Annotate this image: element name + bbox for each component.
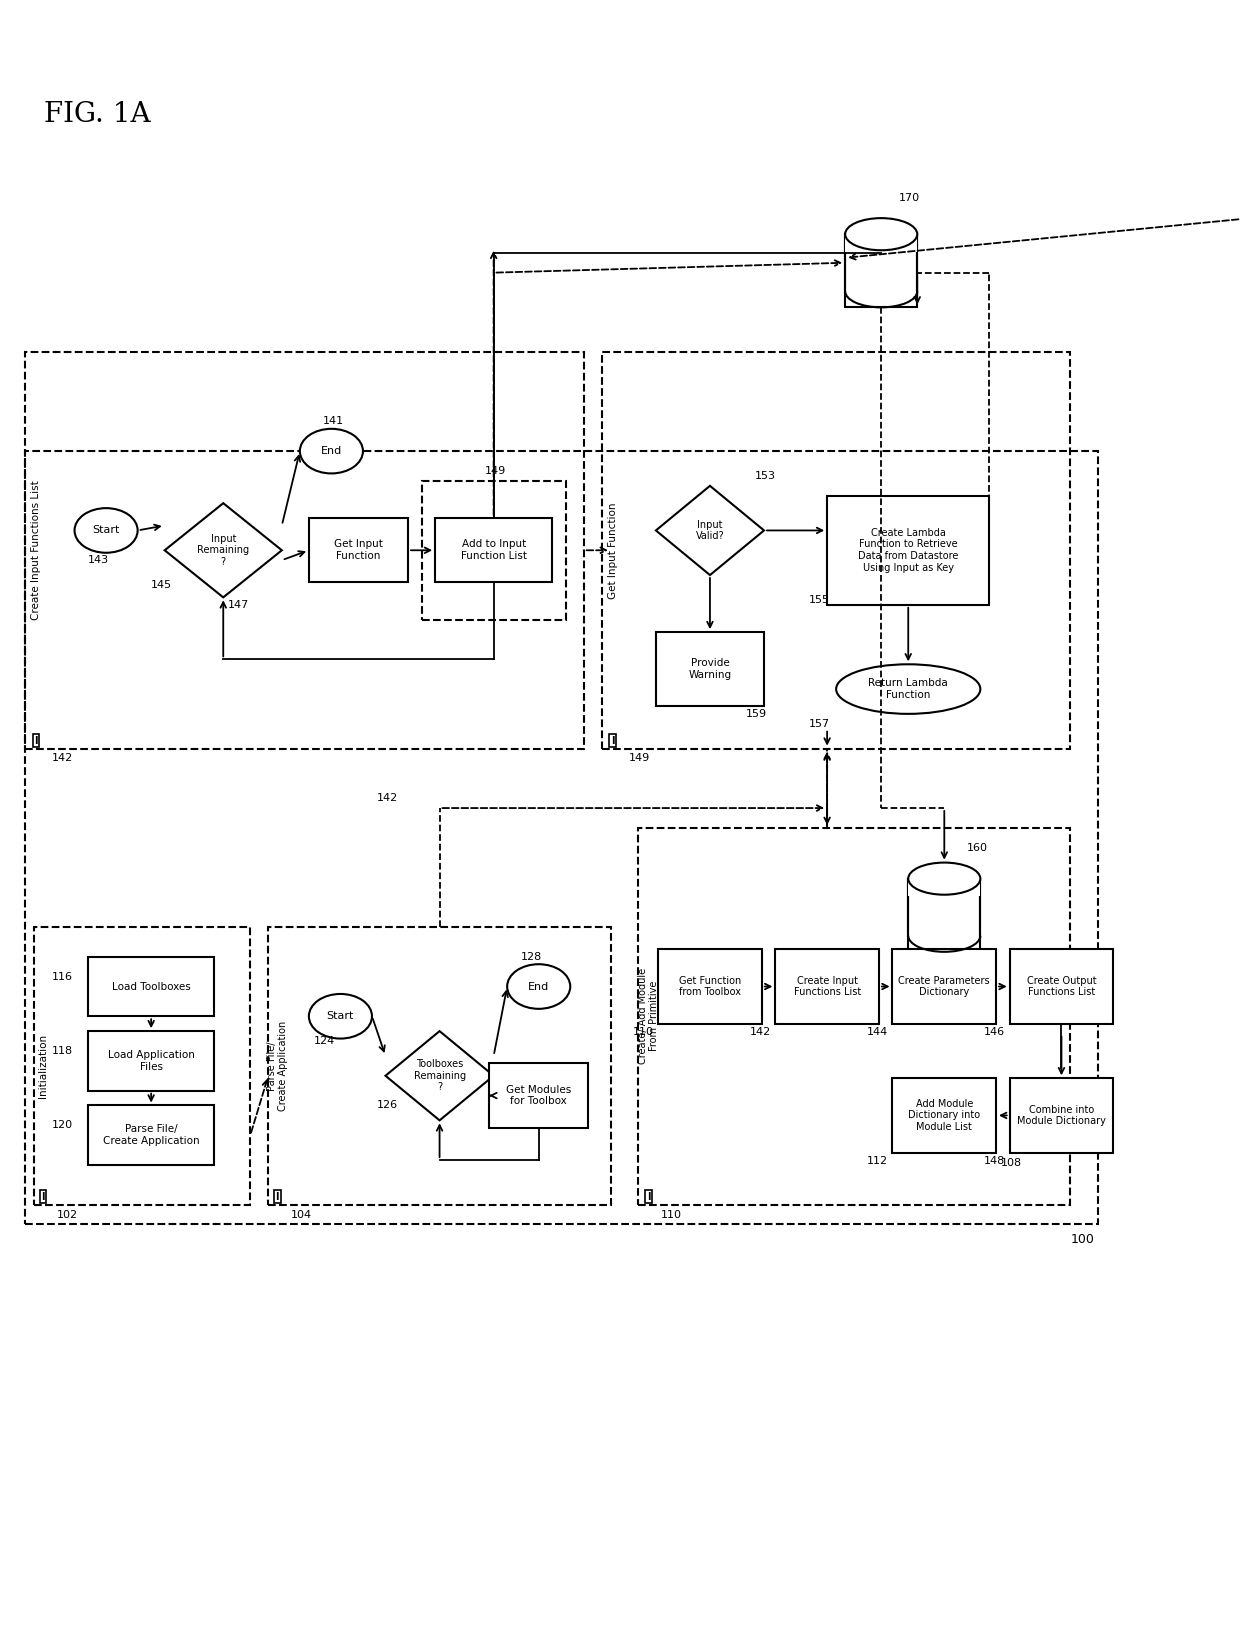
Text: Create Lambda
Function to Retrieve
Data from Datastore
Using Input as Key: Create Lambda Function to Retrieve Data …: [858, 527, 959, 573]
Polygon shape: [165, 503, 281, 597]
FancyBboxPatch shape: [775, 949, 879, 1024]
Text: Get Input Function: Get Input Function: [608, 501, 618, 599]
Text: 128: 128: [521, 952, 542, 962]
Text: 120: 120: [52, 1120, 73, 1130]
Text: Parse File/
Create Application: Parse File/ Create Application: [103, 1125, 200, 1146]
Bar: [908, 861, 981, 897]
Text: 141: 141: [322, 417, 343, 427]
Text: Toolboxes
Remaining
?: Toolboxes Remaining ?: [413, 1060, 466, 1092]
Text: Get Modules
for Toolbox: Get Modules for Toolbox: [506, 1084, 572, 1107]
Text: 102: 102: [57, 1210, 78, 1219]
Text: Parse File/
Create Application: Parse File/ Create Application: [267, 1021, 288, 1110]
Bar: [422, 480, 565, 620]
Polygon shape: [386, 1031, 494, 1120]
Text: 110: 110: [661, 1210, 682, 1219]
FancyBboxPatch shape: [1009, 949, 1114, 1024]
FancyBboxPatch shape: [88, 1105, 215, 1166]
Bar: [25, 451, 1097, 1224]
Ellipse shape: [846, 218, 918, 251]
Bar: [637, 829, 1070, 1205]
FancyBboxPatch shape: [658, 949, 761, 1024]
Text: I: I: [33, 736, 37, 746]
Polygon shape: [656, 485, 764, 575]
Bar: [33, 926, 250, 1205]
Bar: [846, 234, 918, 308]
Text: I: I: [611, 736, 614, 746]
Text: I: I: [647, 1192, 651, 1201]
Bar: [601, 352, 1070, 749]
Text: 147: 147: [228, 599, 249, 610]
Text: Create Input Functions List: Create Input Functions List: [31, 480, 41, 620]
Text: Load Application
Files: Load Application Files: [108, 1050, 195, 1071]
Text: Get Function
from Toolbox: Get Function from Toolbox: [678, 975, 742, 998]
Text: 100: 100: [1070, 1232, 1095, 1245]
FancyBboxPatch shape: [88, 957, 215, 1016]
Text: 110: 110: [632, 1027, 653, 1037]
Text: Start: Start: [93, 526, 120, 536]
Text: Combine into
Module Dictionary: Combine into Module Dictionary: [1017, 1105, 1106, 1127]
Text: Create/ Add Module
From Primitive: Create/ Add Module From Primitive: [637, 969, 660, 1065]
Text: 112: 112: [867, 1156, 888, 1166]
FancyBboxPatch shape: [656, 632, 764, 707]
Text: 149: 149: [485, 466, 506, 475]
Text: Add Module
Dictionary into
Module List: Add Module Dictionary into Module List: [908, 1099, 981, 1131]
FancyBboxPatch shape: [827, 497, 990, 604]
Text: 145: 145: [151, 580, 172, 589]
Bar: [846, 217, 918, 252]
FancyBboxPatch shape: [435, 518, 552, 583]
FancyBboxPatch shape: [88, 1031, 215, 1091]
Text: Input
Remaining
?: Input Remaining ?: [197, 534, 249, 567]
Text: Load Toolboxes: Load Toolboxes: [112, 982, 191, 991]
Ellipse shape: [908, 863, 981, 895]
Text: Start: Start: [326, 1011, 355, 1021]
Text: 159: 159: [746, 708, 768, 720]
Text: 170: 170: [899, 194, 920, 204]
Text: FIG. 1A: FIG. 1A: [43, 101, 150, 127]
Text: 149: 149: [629, 754, 650, 764]
Text: Create Input
Functions List: Create Input Functions List: [794, 975, 861, 998]
FancyBboxPatch shape: [893, 949, 996, 1024]
Text: 155: 155: [810, 594, 830, 606]
Text: 160: 160: [967, 843, 988, 853]
Text: 143: 143: [88, 555, 109, 565]
Text: Create Parameters
Dictionary: Create Parameters Dictionary: [899, 975, 990, 998]
Ellipse shape: [300, 428, 363, 474]
Text: 142: 142: [749, 1027, 771, 1037]
Text: I: I: [275, 1192, 279, 1201]
Text: 142: 142: [52, 754, 73, 764]
Text: End: End: [528, 982, 549, 991]
Ellipse shape: [74, 508, 138, 554]
Text: End: End: [321, 446, 342, 456]
FancyBboxPatch shape: [489, 1063, 588, 1128]
Text: 118: 118: [52, 1045, 73, 1057]
Ellipse shape: [309, 995, 372, 1039]
Text: Get Input
Function: Get Input Function: [334, 539, 383, 562]
Text: 104: 104: [291, 1210, 312, 1219]
Text: Add to Input
Function List: Add to Input Function List: [460, 539, 527, 562]
Text: Input
Valid?: Input Valid?: [696, 519, 724, 540]
Text: 144: 144: [867, 1027, 888, 1037]
FancyBboxPatch shape: [893, 1078, 996, 1153]
FancyBboxPatch shape: [309, 518, 408, 583]
Text: 142: 142: [377, 793, 398, 803]
Text: 153: 153: [755, 470, 776, 480]
Text: Return Lambda
Function: Return Lambda Function: [868, 679, 949, 700]
Bar: [25, 352, 584, 749]
Text: 108: 108: [1001, 1158, 1022, 1167]
Text: 124: 124: [314, 1035, 335, 1047]
Text: Create Output
Functions List: Create Output Functions List: [1027, 975, 1096, 998]
Text: 157: 157: [810, 720, 831, 729]
Text: 146: 146: [985, 1027, 1006, 1037]
Ellipse shape: [836, 664, 981, 713]
Bar: [908, 879, 981, 952]
Bar: [268, 926, 611, 1205]
Text: Initialization: Initialization: [38, 1034, 48, 1097]
Text: Provide
Warning: Provide Warning: [688, 658, 732, 681]
Ellipse shape: [507, 964, 570, 1009]
Text: I: I: [41, 1192, 45, 1201]
FancyBboxPatch shape: [1009, 1078, 1114, 1153]
Text: 148: 148: [983, 1156, 1006, 1166]
Text: 116: 116: [52, 972, 73, 982]
Text: 126: 126: [377, 1101, 398, 1110]
